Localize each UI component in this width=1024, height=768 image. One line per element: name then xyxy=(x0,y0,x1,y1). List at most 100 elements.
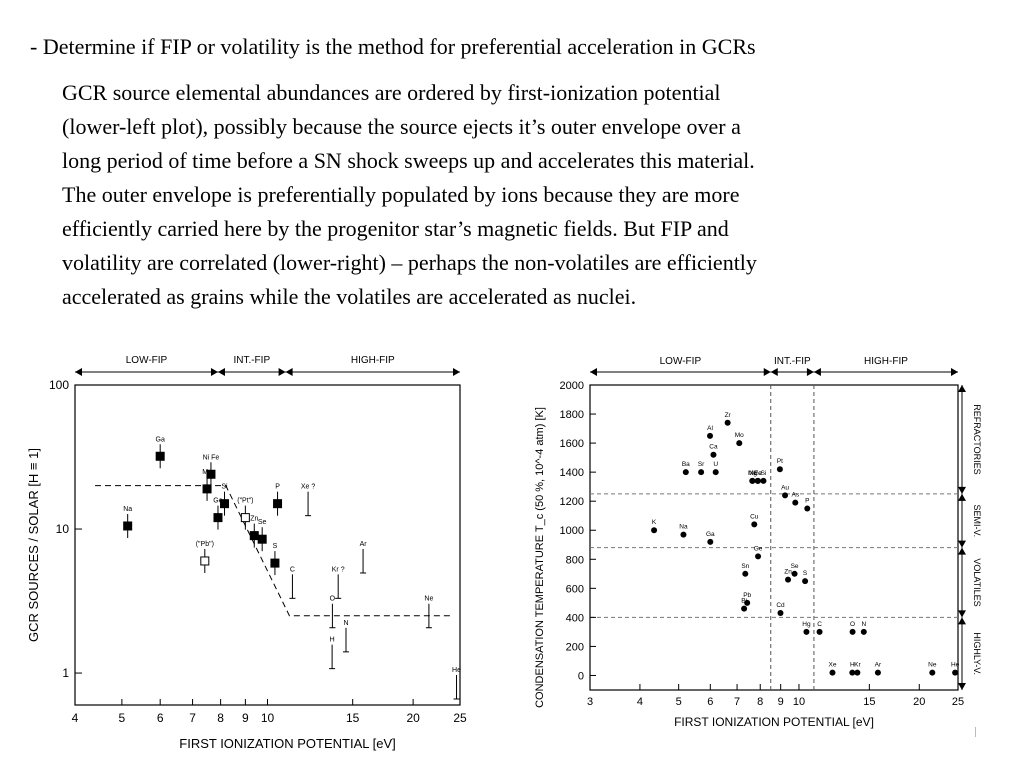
point-label: Kr xyxy=(854,662,861,669)
point-label: Xe ? xyxy=(301,484,316,491)
x-tick-label: 3 xyxy=(587,696,593,708)
point-label: Zn xyxy=(250,516,258,523)
y-tick-label: 1000 xyxy=(560,525,584,537)
data-point xyxy=(213,513,223,523)
body-paragraph: GCR source elemental abundances are orde… xyxy=(62,76,982,314)
data-point xyxy=(874,669,881,676)
data-point xyxy=(680,531,687,538)
plot-frame xyxy=(74,384,461,706)
data-point xyxy=(741,605,748,612)
point-label: Ne xyxy=(424,596,433,603)
y-tick-label: 10 xyxy=(56,522,70,536)
point-label: He xyxy=(452,667,461,674)
data-point xyxy=(782,492,789,499)
point-label: Ni xyxy=(749,470,755,477)
data-point xyxy=(651,527,658,534)
x-tick-label: 7 xyxy=(734,696,740,708)
point-label: H xyxy=(850,662,855,669)
point-label: Zr xyxy=(725,412,732,419)
x-tick-label: 15 xyxy=(346,711,360,725)
point-label: Xe xyxy=(829,662,837,669)
data-point xyxy=(854,669,861,676)
data-point xyxy=(751,521,758,528)
x-tick-label: 20 xyxy=(913,696,925,708)
data-point xyxy=(712,469,719,476)
data-point xyxy=(707,432,714,439)
data-point xyxy=(155,451,165,461)
point-label: C xyxy=(290,566,295,573)
y-tick-label: 2000 xyxy=(560,380,584,392)
data-point xyxy=(829,669,836,676)
point-label: Mo xyxy=(735,432,744,439)
model-curve xyxy=(95,485,452,617)
y-axis-label: GCR SOURCES / SOLAR [H ≡ 1] xyxy=(26,448,41,642)
x-tick-label: 8 xyxy=(757,696,763,708)
data-point xyxy=(206,469,216,479)
data-point xyxy=(754,477,761,484)
plot-frame xyxy=(589,384,959,691)
data-point xyxy=(791,570,798,577)
y-tick-label: 1 xyxy=(62,666,69,680)
arrow-head xyxy=(217,368,286,376)
data-point xyxy=(736,440,743,447)
point-label: Hg xyxy=(802,621,811,628)
y-axis-label: CONDENSATION TEMPERATURE T_c (50 %, 10^-… xyxy=(534,407,546,708)
point-label: O xyxy=(330,596,336,603)
point-label: K xyxy=(652,519,657,526)
data-point xyxy=(802,578,809,585)
point-label: C xyxy=(817,621,822,628)
point-label: Al xyxy=(707,425,713,432)
y-tick-label: 800 xyxy=(566,554,584,566)
data-point xyxy=(682,469,689,476)
point-label: Co xyxy=(753,470,762,477)
data-point xyxy=(249,531,259,541)
region-label: HIGH-FIP xyxy=(351,355,395,366)
data-point xyxy=(710,451,717,458)
point-label: ("Pb") xyxy=(196,541,214,548)
class-label: SEMI-V. xyxy=(972,504,982,537)
point-label: Kr ? xyxy=(332,566,345,573)
class-label: VOLATILES xyxy=(972,558,982,606)
x-tick-label: 6 xyxy=(157,711,164,725)
y-tick-label: 400 xyxy=(566,612,584,624)
data-point xyxy=(804,505,811,512)
paragraph-line: volatility are correlated (lower-right) … xyxy=(62,250,757,275)
data-point xyxy=(777,610,784,617)
condensation-temperature-plot: LOW-FIP INT.-FIP HIGH-FIP REFRACTORIES SEMI-… xyxy=(534,356,982,729)
y-tick-label: 0 xyxy=(578,670,584,682)
data-point xyxy=(240,513,250,523)
data-point xyxy=(744,599,751,606)
point-label: Cu xyxy=(750,513,759,520)
paragraph-line: (lower-left plot), possibly because the … xyxy=(62,114,741,139)
data-point xyxy=(270,558,280,568)
point-label: He xyxy=(951,662,960,669)
point-label: P xyxy=(275,484,280,491)
x-tick-label: 25 xyxy=(952,696,964,708)
y-tick-label: 1600 xyxy=(560,438,584,450)
x-tick-label: 5 xyxy=(676,696,682,708)
region-label: INT.-FIP xyxy=(233,355,270,366)
data-point xyxy=(273,499,283,509)
x-tick-label: 4 xyxy=(72,711,79,725)
x-axis-label: FIRST IONIZATION POTENTIAL [eV] xyxy=(179,736,395,751)
data-point xyxy=(755,553,762,560)
point-label: Sn xyxy=(741,563,749,570)
point-label: Ge xyxy=(213,498,222,505)
point-label: Mg xyxy=(748,470,757,477)
point-label: Bi xyxy=(741,598,747,605)
x-tick-label: 9 xyxy=(778,696,784,708)
x-axis-label: FIRST IONIZATION POTENTIAL [eV] xyxy=(674,715,874,729)
point-label: Ca xyxy=(709,444,718,451)
data-point xyxy=(707,538,714,545)
paragraph-line: long period of time before a SN shock sw… xyxy=(62,148,755,173)
data-point xyxy=(952,669,959,676)
point-label: Ga xyxy=(706,531,715,538)
paragraph-line: GCR source elemental abundances are orde… xyxy=(62,80,721,105)
point-label: Ar xyxy=(360,541,368,548)
data-point xyxy=(803,628,810,635)
data-point xyxy=(776,466,783,473)
data-point xyxy=(929,669,936,676)
point-label: N xyxy=(343,620,348,627)
x-tick-label: 8 xyxy=(217,711,224,725)
data-point xyxy=(749,477,756,484)
